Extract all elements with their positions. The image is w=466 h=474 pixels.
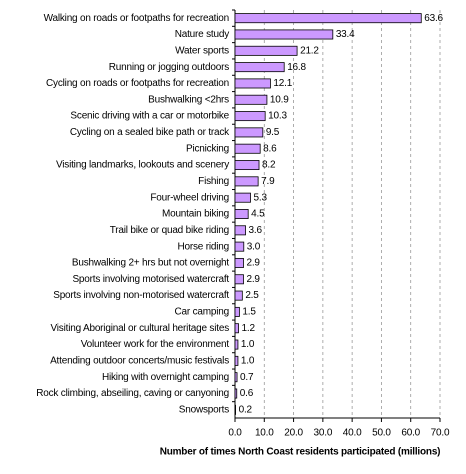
- x-tick-label: 20.0: [284, 428, 303, 439]
- bar: [234, 241, 245, 252]
- y-tick-label: Bushwalking 2+ hrs but not overnight: [72, 258, 229, 269]
- y-tick-label: Trail bike or quad bike riding: [110, 225, 229, 236]
- y-tick-label: Walking on roads or footpaths for recrea…: [44, 13, 229, 24]
- value-label: 3.0: [247, 241, 261, 252]
- y-tick-label: Sports involving non-motorised watercraf…: [53, 290, 229, 301]
- value-label: 2.5: [245, 290, 259, 301]
- y-tick-label: Rock climbing, abseiling, caving or cany…: [36, 388, 229, 399]
- value-label: 1.5: [242, 307, 256, 318]
- y-tick-label: Visiting landmarks, lookouts and scenery: [56, 160, 229, 171]
- y-tick-label: Cycling on roads or footpaths for recrea…: [46, 78, 229, 89]
- bar: [234, 290, 243, 301]
- bar: [234, 372, 238, 383]
- y-tick-label: Picnicking: [186, 143, 229, 154]
- bar: [234, 62, 285, 73]
- bar: [234, 176, 259, 187]
- y-tick-label: Car camping: [175, 307, 230, 318]
- bar: [234, 45, 298, 56]
- x-tick-label: 40.0: [343, 428, 362, 439]
- y-tick-label: Bushwalking <2hrs: [148, 94, 229, 105]
- bar: [234, 192, 251, 203]
- value-label: 2.9: [246, 274, 260, 285]
- bar: [234, 355, 239, 366]
- y-tick-label: Scenic driving with a car or motorbike: [70, 111, 229, 122]
- value-label: 21.2: [300, 45, 319, 56]
- value-label: 3.6: [249, 225, 263, 236]
- bar: [234, 339, 239, 350]
- bar: [234, 306, 240, 317]
- bar: [234, 404, 236, 415]
- bar: [234, 225, 246, 236]
- bar: [234, 257, 244, 268]
- y-tick-label: Horse riding: [177, 241, 229, 252]
- bar: [234, 78, 271, 89]
- y-tick-label: Visiting Aboriginal or cultural heritage…: [51, 323, 230, 334]
- value-label: 8.6: [263, 143, 277, 154]
- x-tick-label: 70.0: [431, 428, 450, 439]
- value-label: 10.3: [268, 111, 287, 122]
- y-tick-label: Four-wheel driving: [150, 192, 229, 203]
- bar: [234, 143, 261, 154]
- value-label: 5.3: [254, 192, 268, 203]
- x-tick-label: 0.0: [228, 428, 242, 439]
- y-tick-label: Mountain biking: [162, 209, 229, 220]
- x-tick-label: 10.0: [255, 428, 274, 439]
- y-tick-label: Fishing: [198, 176, 229, 187]
- bar: [234, 13, 422, 24]
- value-label: 0.2: [239, 404, 253, 415]
- y-tick-label: Cycling on a sealed bike path or track: [70, 127, 230, 138]
- bar: [234, 388, 238, 399]
- value-label: 2.9: [246, 258, 260, 269]
- x-tick-label: 60.0: [401, 428, 420, 439]
- y-tick-label: Sports involving motorised watercraft: [72, 274, 229, 285]
- value-label: 1.2: [242, 323, 256, 334]
- value-label: 7.9: [261, 176, 275, 187]
- bar: [234, 160, 260, 171]
- x-tick-label: 30.0: [314, 428, 333, 439]
- value-label: 9.5: [266, 127, 280, 138]
- y-tick-label: Nature study: [175, 29, 229, 40]
- y-tick-label: Snowsports: [179, 404, 229, 415]
- value-label: 0.7: [240, 372, 254, 383]
- y-tick-label: Hiking with overnight camping: [102, 372, 229, 383]
- value-label: 8.2: [262, 160, 276, 171]
- bar: [234, 29, 334, 40]
- value-label: 0.6: [240, 388, 254, 399]
- value-label: 12.1: [273, 78, 292, 89]
- y-tick-label: Running or jogging outdoors: [109, 62, 229, 73]
- x-tick-label: 50.0: [372, 428, 391, 439]
- value-label: 10.9: [270, 94, 289, 105]
- value-label: 63.6: [424, 13, 443, 24]
- value-label: 4.5: [251, 209, 265, 220]
- y-tick-label: Volunteer work for the environment: [81, 339, 230, 350]
- bar: [234, 323, 239, 334]
- bar: [234, 127, 264, 138]
- bar: [234, 111, 266, 122]
- value-label: 16.8: [287, 62, 306, 73]
- y-tick-label: Water sports: [175, 45, 229, 56]
- y-tick-label: Attending outdoor concerts/music festiva…: [50, 356, 229, 367]
- bar: [234, 209, 249, 219]
- x-axis-title: Number of times North Coast residents pa…: [160, 447, 441, 458]
- bar: [234, 274, 244, 285]
- bar: [234, 94, 268, 105]
- value-label: 33.4: [336, 29, 355, 40]
- value-label: 1.0: [241, 356, 255, 367]
- value-label: 1.0: [241, 339, 255, 350]
